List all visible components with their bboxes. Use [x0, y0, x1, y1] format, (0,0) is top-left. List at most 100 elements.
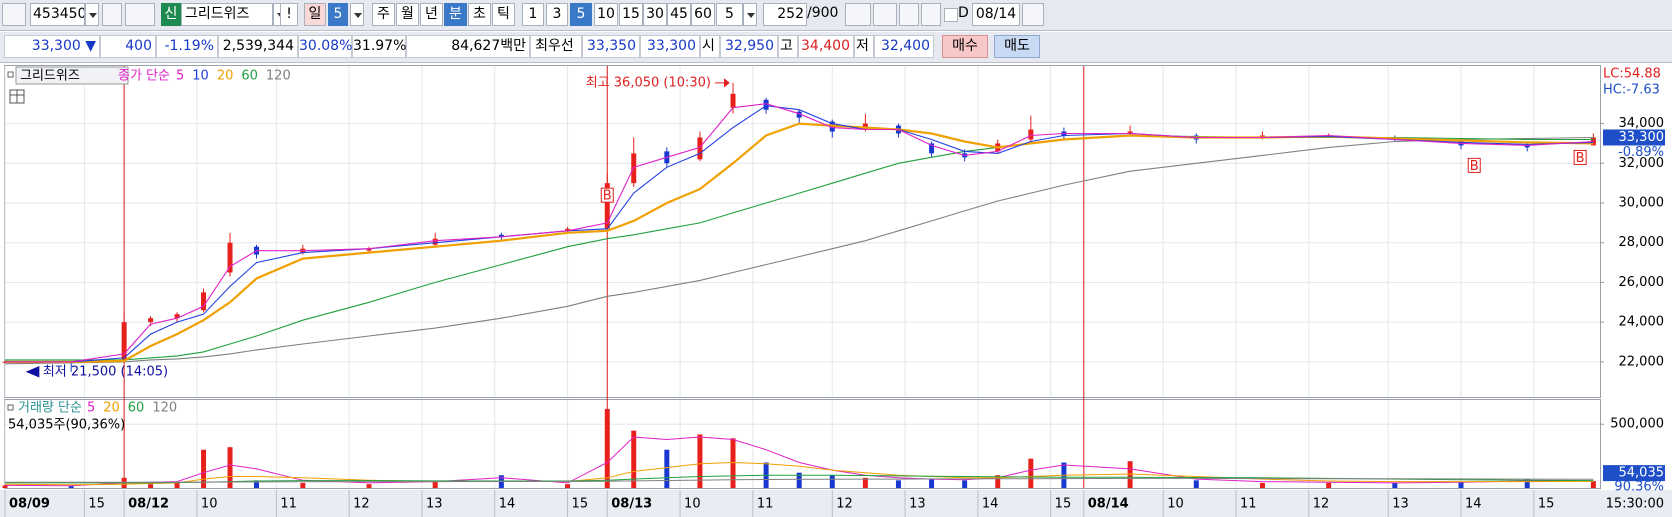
buy-button[interactable]: 매수 [942, 35, 988, 58]
volume-bar [68, 486, 74, 488]
period-button[interactable]: 년 [420, 3, 443, 26]
count-max: /900 [807, 5, 839, 21]
candle-body [730, 93, 736, 108]
x-tick-label: 11 [757, 497, 774, 512]
legend-box [7, 404, 14, 411]
volume-bar [895, 480, 901, 488]
volume-bar [1193, 480, 1199, 488]
last-volume: 54,035 [1619, 466, 1665, 481]
interval-button[interactable]: 15 [619, 3, 643, 26]
volume-bar [1590, 481, 1596, 488]
interval-input[interactable]: 5 [716, 3, 743, 26]
tool-icon[interactable] [845, 3, 871, 26]
candle-body [1028, 129, 1034, 140]
x-tick-label: 14 [982, 497, 999, 512]
save-icon[interactable] [899, 3, 919, 26]
legend-entry: 120 [266, 69, 291, 84]
volume: 2,539,344 [218, 35, 298, 58]
x-tick-label: 14 [499, 497, 516, 512]
interval-button[interactable]: 45 [667, 3, 691, 26]
menu-icon[interactable] [2, 3, 26, 26]
sell-button[interactable]: 매도 [994, 35, 1040, 58]
volume-bar [604, 408, 610, 488]
y-tick-label: 24,000 [1619, 315, 1665, 330]
period-button[interactable]: 월 [396, 3, 419, 26]
period-button[interactable]: 분 [444, 3, 467, 26]
volume-bar [174, 482, 180, 488]
legend-entry: 60 [128, 401, 145, 416]
volume-bar [2, 485, 8, 488]
best-label: 최우선 [530, 35, 582, 58]
high-label: 고 [778, 35, 798, 58]
chart-background [0, 62, 1672, 517]
volume-bar [1326, 482, 1332, 488]
last-price: 33,300 [1619, 130, 1665, 145]
best-ask: 33,350 [582, 35, 640, 58]
interval-button[interactable]: 1 [522, 3, 544, 26]
last-change: -0.89% [1618, 145, 1664, 160]
x-tick-label: 15 [88, 497, 105, 512]
interval-button[interactable]: 5 [570, 3, 592, 26]
volume-bar [862, 477, 868, 488]
tool-icon[interactable] [873, 3, 897, 26]
candle-body [796, 111, 802, 118]
ma-line [5, 477, 1594, 483]
signal-label: B [1470, 159, 1479, 174]
candle-body [148, 318, 154, 323]
date-checkbox[interactable] [944, 8, 958, 22]
y-tick-label: 26,000 [1619, 275, 1665, 290]
date-input[interactable]: 08/14 [972, 3, 1020, 26]
period-button[interactable]: 주 [372, 3, 395, 26]
legend-box [7, 71, 14, 78]
dropdown[interactable] [350, 3, 364, 26]
settings-icon[interactable] [921, 3, 941, 26]
calendar-icon[interactable] [1022, 3, 1044, 26]
signal-label: B [1576, 151, 1585, 166]
volume-bar [1524, 479, 1530, 488]
x-tick-label: 13 [1392, 497, 1409, 512]
interval-button[interactable]: 10 [594, 3, 618, 26]
count-input[interactable]: 252 [763, 3, 807, 26]
x-tick-label: 12 [1313, 497, 1330, 512]
annotation-arrow [25, 366, 40, 378]
dropdown[interactable] [85, 3, 99, 26]
price: 33,300 ▼ [4, 35, 100, 58]
volume-bar [796, 472, 802, 488]
period-button[interactable]: 틱 [492, 3, 515, 26]
period-button[interactable]: 초 [468, 3, 491, 26]
x-tick-label: 15 [1055, 497, 1072, 512]
dropdown[interactable] [743, 3, 757, 26]
x-tick-label: 08/09 [9, 497, 50, 512]
turnover: 30.08% [298, 35, 352, 58]
lc-label: LC:54.88 [1603, 67, 1661, 82]
x-tick-label: 12 [836, 497, 853, 512]
x-tick-label: 12 [353, 497, 370, 512]
annotation: 최저 21,500 (14:05) [43, 364, 168, 379]
sound-icon[interactable] [125, 3, 155, 26]
alert-button[interactable]: ! [280, 3, 298, 26]
x-tick-label: 14 [1465, 497, 1482, 512]
ratio: 31.97% [352, 35, 406, 58]
change: 400 [100, 35, 156, 58]
period-count[interactable]: 5 [328, 3, 348, 26]
interval-button[interactable]: 3 [546, 3, 568, 26]
stock-name[interactable]: 그리드위즈 [181, 3, 273, 26]
period-button[interactable]: 일 [304, 3, 326, 26]
volume-bar [565, 484, 571, 488]
interval-button[interactable]: 60 [691, 3, 715, 26]
volume-bar [1028, 458, 1034, 488]
x-tick-label: 08/14 [1088, 497, 1129, 512]
volume-bar [995, 475, 1001, 488]
legend-entry: 60 [241, 69, 258, 84]
signal-label: B [603, 189, 612, 204]
candle-body [763, 99, 769, 110]
ma-line [4, 436, 1594, 487]
search-icon[interactable] [102, 3, 122, 26]
x-tick-label: 15 [572, 497, 589, 512]
legend-entry: 5 [176, 69, 184, 84]
stock-code[interactable]: 453450 [30, 3, 85, 26]
interval-button[interactable]: 30 [643, 3, 667, 26]
legend-ma-label: 종가 단순 [118, 69, 170, 84]
